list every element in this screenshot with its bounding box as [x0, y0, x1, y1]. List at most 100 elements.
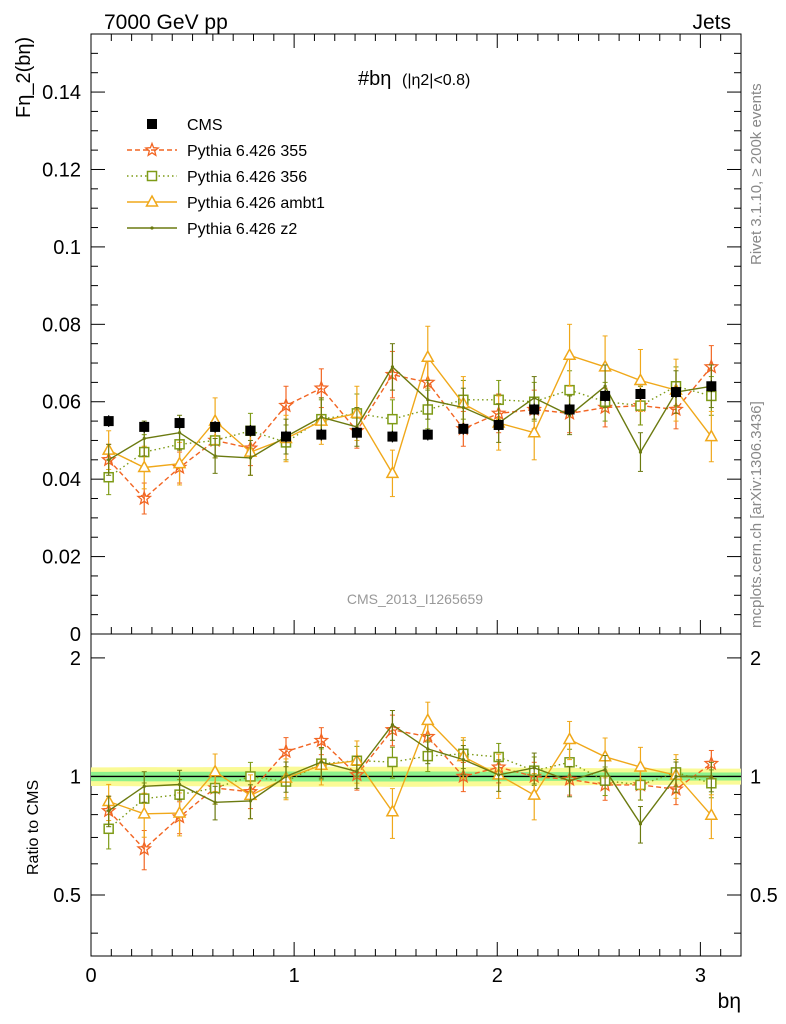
data-point [142, 784, 146, 788]
data-point [107, 458, 111, 462]
series-line [108, 365, 712, 461]
series [101, 323, 719, 498]
data-point [635, 389, 646, 399]
data-point [390, 723, 395, 727]
legend-marker [145, 194, 159, 207]
data-point [603, 384, 607, 388]
y-tick-label: 0.14 [42, 82, 81, 104]
data-point [248, 799, 253, 803]
ratio-plot-frame [90, 633, 742, 957]
data-point [245, 425, 256, 436]
data-point [313, 732, 330, 748]
legend: CMS Pythia 6.426 355 Pythia 6.426 356 Pythi… [127, 117, 325, 238]
data-point [527, 787, 541, 800]
legend-label: Pythia 6.426 355 [187, 143, 307, 160]
data-point [704, 429, 719, 442]
data-point [278, 743, 294, 759]
data-point [567, 779, 572, 783]
data-point [426, 747, 430, 751]
y-axis-label: Fη_2(bη) [13, 37, 35, 118]
watermark: CMS_2013_I1265659 [347, 591, 483, 607]
legend-marker [144, 141, 160, 157]
data-point [278, 397, 294, 413]
ratio-series [106, 709, 714, 844]
x-tick-label: 0 [85, 965, 96, 987]
data-point [387, 431, 398, 442]
data-point [174, 418, 185, 429]
y-tick-label: 0.12 [42, 159, 81, 181]
legend-label: CMS [187, 117, 223, 134]
plot-title-main: #bη [358, 68, 391, 90]
data-point [704, 807, 719, 821]
y-tick-label: 0.08 [42, 314, 81, 336]
data-point [633, 759, 648, 772]
ratio-series-group [100, 701, 720, 871]
data-point [674, 774, 678, 779]
ratio-tick-label-left: 1 [70, 766, 81, 788]
series-line [108, 753, 712, 830]
data-point [136, 490, 153, 506]
data-point [210, 421, 221, 432]
data-point [421, 712, 435, 726]
ratio-y-axis-label: Ratio to CMS [25, 780, 42, 875]
data-point [709, 774, 713, 779]
x-tick-label: 1 [289, 965, 300, 987]
data-point [172, 456, 187, 469]
data-point [316, 429, 327, 440]
data-point [532, 766, 536, 770]
series-line [108, 719, 712, 816]
data-point [455, 768, 472, 784]
data-point [671, 387, 681, 398]
data-point [706, 381, 717, 392]
series [106, 343, 714, 476]
series-line [108, 354, 712, 476]
rivet-label: Rivet 3.1.10, ≥ 200k events [748, 83, 765, 265]
x-tick-label: 2 [492, 965, 503, 987]
y-tick-label: 0 [70, 624, 81, 646]
data-point [564, 404, 575, 415]
data-point [355, 769, 359, 774]
data-point [103, 416, 114, 427]
data-point [422, 429, 433, 440]
main-series-group [100, 323, 720, 515]
data-point [458, 423, 469, 434]
data-point [497, 773, 501, 777]
legend-label: Pythia 6.426 z2 [187, 221, 297, 238]
data-point [564, 384, 575, 396]
data-point [351, 427, 362, 438]
legend-marker [150, 226, 154, 230]
series-line [108, 723, 712, 826]
x-axis-label: bη [718, 990, 741, 1013]
data-point [529, 404, 540, 415]
ratio-tick-label-left: 2 [70, 648, 81, 670]
data-point [319, 415, 323, 419]
y-tick-label: 0.1 [53, 237, 81, 259]
data-point [527, 425, 541, 438]
data-point [562, 731, 577, 745]
legend-marker [146, 170, 158, 182]
data-point [385, 465, 400, 479]
data-point [600, 390, 611, 401]
data-point [313, 379, 330, 395]
ratio-tick-label-right: 0.5 [750, 885, 778, 907]
data-point [385, 804, 400, 817]
header-right: Jets [692, 11, 731, 34]
data-point [107, 809, 111, 813]
data-point [284, 774, 288, 779]
data-point [213, 454, 217, 458]
series-line [108, 385, 712, 478]
data-point [390, 365, 395, 369]
series [100, 345, 720, 515]
y-tick-label: 0.04 [42, 469, 81, 491]
legend-label: Pythia 6.426 ambt1 [187, 195, 325, 212]
axis-ticks [90, 33, 742, 956]
data-point [248, 456, 253, 460]
data-point [638, 822, 643, 826]
data-point [281, 431, 291, 442]
data-point [532, 396, 536, 400]
mcplots-label: mcplots.cern.ch [arXiv:1306.3436] [748, 401, 765, 628]
plot-title-sub: (|η2|<0.8) [402, 72, 470, 89]
legend-marker [147, 119, 157, 129]
series-line [108, 366, 712, 500]
